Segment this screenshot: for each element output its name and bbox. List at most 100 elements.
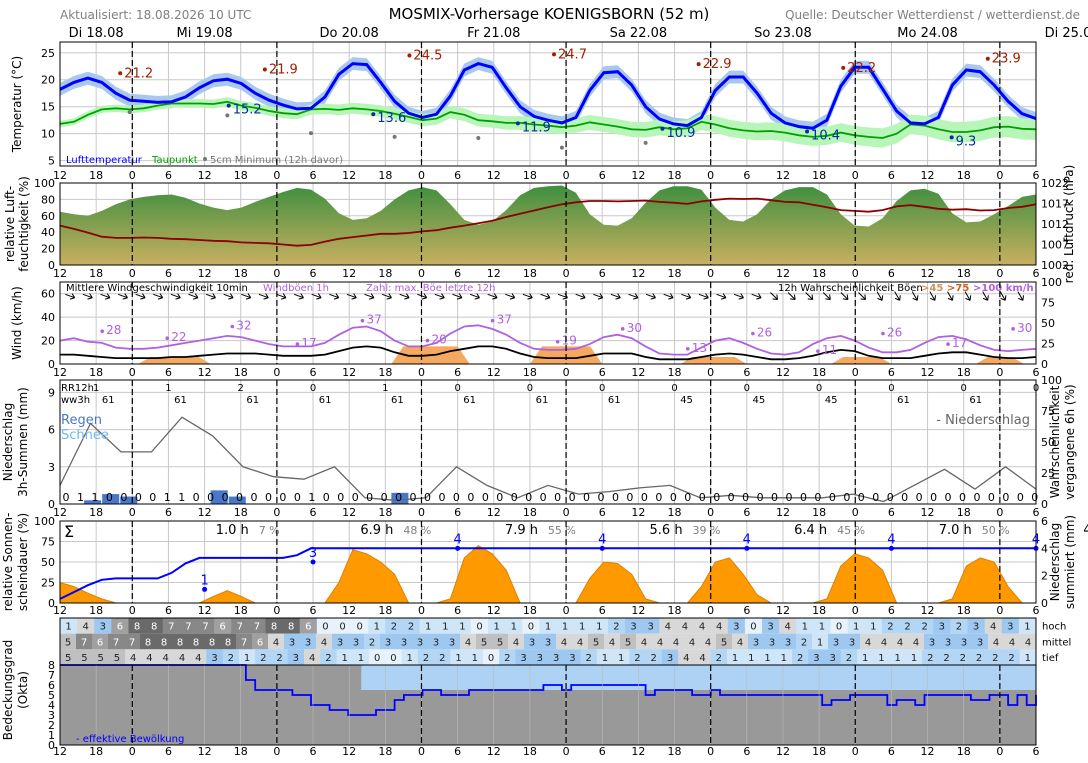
sunshine-axis-label-1: relative Sonnen- [1,513,15,612]
arrow-head [947,295,954,301]
sum-symbol: Σ [64,522,74,541]
updated-text: Aktualisiert: 18.08.2026 10 UTC [60,8,251,22]
hour-tick-label: 18 [378,267,392,280]
y-tick-label: 25 [41,577,55,590]
y-tick-label: 2 [48,719,55,732]
cloud-layer-cell [332,633,349,650]
min-temp-point [949,135,954,140]
cloud-layer-cell [972,633,989,650]
hour-tick-label: 6 [743,366,750,379]
cloud-layer-cell [588,633,605,650]
arrow-head [756,293,762,300]
max-gust-label: 20 [432,333,447,347]
precip-amount-label: 0 [959,491,966,504]
min-temp-label: 10.4 [811,128,840,143]
legend-dewpoint: Taupunkt [151,155,198,166]
min-temp-point [515,121,520,126]
cloud-layer-value: 3 [977,637,983,648]
cloud-layer-value: 7 [168,622,174,633]
cloud-layer-value: 1 [618,653,624,664]
hour-tick-label: 0 [707,604,714,617]
cloud-layer-value: 5 [81,653,87,664]
hour-tick-label: 6 [310,604,317,617]
hour-tick-label: 0 [129,366,136,379]
hour-tick-label: 0 [273,169,280,182]
wind-direction-arrow [346,293,357,300]
cloud-layer-value: 2 [439,653,445,664]
precip-amount-label: 1 [178,491,185,504]
arrow-head [650,293,656,300]
arrow-head [69,293,76,300]
cloud-layer-cell [436,618,455,634]
cloud-layer-cell [812,633,829,650]
precip-amount-label: 0 [757,491,764,504]
max-temp-point [985,56,990,61]
arrow-head [492,293,498,300]
arrow-head [245,293,252,300]
cloud-layer-value: 3 [553,653,559,664]
max-gust-point [165,336,170,341]
y-tick-label: 0 [48,597,55,610]
min-temp-point [805,129,810,134]
cloud-layer-cell [775,649,793,665]
panel-background [60,380,1036,504]
max-gust-label: 13 [692,341,707,355]
precip-amount-label: 0 [366,491,373,504]
cloud-layer-value: 3 [433,637,439,648]
cloud-layer-value: 1 [442,622,448,633]
precip-amount-label: 0 [973,491,980,504]
arrow-shaft [610,293,621,299]
hour-tick-label: 12 [776,604,790,617]
cloud-layer-cell [141,649,159,665]
arrow-shaft [469,293,480,299]
cloud-layer-cell [840,649,858,665]
precip-amount-label: 0 [106,491,113,504]
cloud-layer-value: 0 [339,622,345,633]
cloud-layer-cell [173,649,191,665]
hour-tick-label: 18 [668,506,682,519]
hour-tick-label: 12 [631,267,645,280]
hour-tick-label: 0 [852,506,859,519]
hour-tick-label: 6 [599,745,606,758]
wind-direction-arrow [929,291,936,301]
max-temp-point [841,65,846,70]
cloud-layer-cell [508,633,525,650]
cloud-layer-value: 1 [579,622,585,633]
cloud-layer-value: 2 [846,653,852,664]
cloud-layer-cell [145,618,164,634]
hour-tick-label: 18 [812,169,826,182]
wind-direction-arrow [805,292,814,301]
cloud-layer-cell [684,633,701,650]
cloud-layer-cell [179,618,198,634]
min-5cm-point [559,145,564,150]
hour-tick-label: 12 [487,745,501,758]
min-temp-label: 15.2 [233,103,262,118]
cloud-layer-value: 2 [956,622,962,633]
cloud-layer-cell [922,649,939,665]
cloud-layer-value: 1 [244,653,250,664]
min-temp-label: 10.9 [666,126,695,141]
wind-direction-arrow [663,293,674,300]
precip-amount-label: 0 [1031,491,1038,504]
arrow-head [157,293,164,300]
cloud-layer-cell [556,633,573,650]
cloud-layer-cell [162,618,181,634]
cloud-layer-cell [299,618,318,634]
y-tick-label: 40 [41,311,55,324]
cloud-layer-cell [156,633,173,650]
hour-tick-label: 6 [888,267,895,280]
y-tick-label: 50 [41,556,55,569]
precip-amount-label: 0 [496,491,503,504]
cloud-layer-value: 3 [648,622,654,633]
hour-tick-label: 6 [454,366,461,379]
cumulative-precip-point [455,545,461,551]
cloud-layer-cell [92,649,110,665]
hour-tick-label: 18 [378,506,392,519]
y-tick-label-right: 100 [1041,374,1062,387]
arrow-shaft [205,293,216,299]
cloud-layer-cell [590,618,609,634]
max-gust-point [425,338,430,343]
cloud-layer-cell [368,618,386,634]
